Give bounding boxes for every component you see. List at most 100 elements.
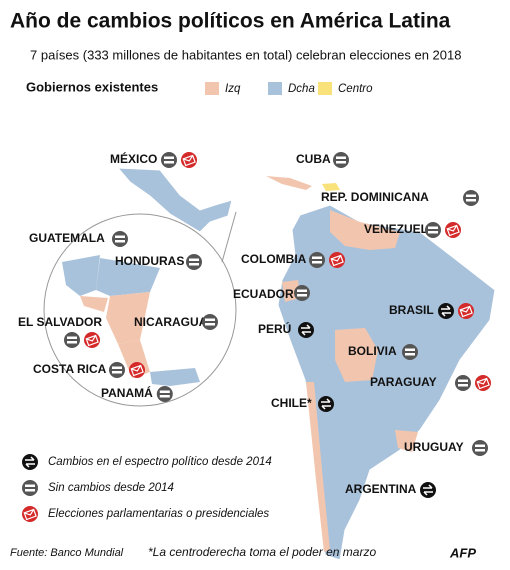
icon-bar: [67, 336, 77, 339]
bolivia-shape: [335, 328, 378, 382]
country-label: URUGUAY: [404, 440, 464, 454]
government-legend: Izq Dcha Centro: [205, 82, 373, 95]
source: Fuente: Banco Mundial: [10, 547, 124, 559]
mexico-shape: [116, 167, 233, 233]
icon-arrow: [423, 484, 433, 496]
subtitle: 7 países (333 millones de habitantes en …: [30, 47, 461, 62]
icon-envelope-flap: [447, 225, 458, 232]
icon-envelope: [85, 334, 99, 347]
panama-shape: [150, 368, 200, 386]
country-label: ECUADOR: [233, 287, 294, 301]
south-america-shape: [277, 204, 496, 561]
guatemala-shape: [62, 255, 100, 296]
icon-bg: [438, 303, 454, 319]
country-label: MÉXICO: [110, 151, 157, 166]
icon-bar: [189, 258, 199, 261]
icon-bg: [109, 362, 125, 378]
change-icon: [22, 454, 38, 470]
icon-bar: [205, 318, 215, 321]
country-label: VENEZUELA: [364, 222, 437, 236]
country-label: GUATEMALA: [29, 231, 105, 245]
note: *La centroderecha toma el poder en marzo: [148, 545, 376, 559]
country-label: BRASIL: [389, 303, 434, 317]
credit: AFP: [449, 545, 476, 560]
icon-bg: [202, 314, 218, 330]
same-icon: [463, 190, 479, 206]
icon-envelope: [130, 364, 144, 377]
country-label: CUBA: [296, 152, 331, 166]
icon-bar: [25, 489, 35, 492]
legend-title: Gobiernos existentes: [26, 79, 158, 94]
icon-arrow: [441, 305, 451, 317]
icon-bg: [298, 322, 314, 338]
icon-bar: [112, 366, 122, 369]
same-icon: [22, 480, 38, 496]
election-icon: [329, 252, 345, 268]
icon-envelope: [459, 305, 473, 318]
election-icon: [445, 222, 461, 238]
icon-envelope-flap: [477, 378, 488, 385]
icon-bg: [64, 332, 80, 348]
country-label: ARGENTINA: [345, 482, 417, 496]
icon-bar: [115, 235, 125, 238]
dominican-shape: [322, 183, 340, 191]
country-label: REP. DOMINICANA: [321, 190, 429, 204]
country-label: HONDURAS: [115, 254, 184, 268]
icon-bg: [463, 190, 479, 206]
chile-shape: [306, 382, 330, 552]
icon-bg: [309, 252, 325, 268]
icon-bg: [318, 396, 334, 412]
country-label: COSTA RICA: [33, 362, 107, 376]
icon-arrow: [301, 324, 311, 336]
election-icon: [129, 362, 145, 378]
change-icon: [298, 322, 314, 338]
icon-bar: [475, 444, 485, 447]
icon-bar: [336, 161, 346, 164]
change-icon: [438, 303, 454, 319]
icon-envelope-flap: [131, 365, 142, 372]
symbol-legend: Cambios en el espectro político desde 20…: [22, 454, 272, 522]
same-icon: [472, 440, 488, 456]
election-icon: [181, 152, 197, 168]
icon-bar: [336, 156, 346, 159]
legend-swatch: [268, 82, 282, 95]
same-icon: [161, 152, 177, 168]
icon-bar: [405, 348, 415, 351]
same-icon: [156, 386, 173, 402]
change-icon: [318, 396, 334, 412]
icon-arrow: [25, 456, 35, 468]
icon-bar: [428, 226, 438, 229]
icon-envelope: [446, 224, 460, 237]
nicaragua-shape: [106, 292, 150, 344]
icon-bg: [420, 482, 436, 498]
icon-arrow: [321, 398, 331, 410]
icon-bar: [67, 341, 77, 344]
icon-envelope-flap: [460, 306, 471, 313]
same-icon: [455, 375, 471, 391]
election-icon: [458, 303, 474, 319]
icon-bg: [294, 285, 310, 301]
icon-bar: [405, 353, 415, 356]
map: [43, 167, 496, 561]
country-labels: MÉXICO CUBA REP. DOMINICANA VENEZUELA COLOMB…: [18, 151, 491, 498]
icon-bg: [472, 440, 488, 456]
icon-bg: [402, 344, 418, 360]
icon-envelope-flap: [183, 155, 194, 162]
icon-envelope-flap: [86, 335, 97, 342]
country-label: EL SALVADOR: [18, 315, 102, 329]
icon-bar: [428, 231, 438, 234]
uruguay-shape: [395, 430, 418, 452]
same-icon: [109, 362, 125, 378]
cuba-shape: [266, 176, 312, 190]
country-label: NICARAGUA: [134, 315, 208, 329]
icon-envelope-flap: [331, 255, 342, 262]
honduras-shape: [96, 258, 160, 296]
el-salvador-shape: [80, 296, 108, 312]
icon-bar: [297, 289, 307, 292]
icon-envelope: [330, 254, 344, 267]
legend-swatch: [318, 82, 332, 95]
icon-envelope: [476, 377, 490, 390]
icon-bar: [159, 395, 170, 398]
same-icon: [333, 152, 349, 168]
icon-bg: [455, 375, 471, 391]
